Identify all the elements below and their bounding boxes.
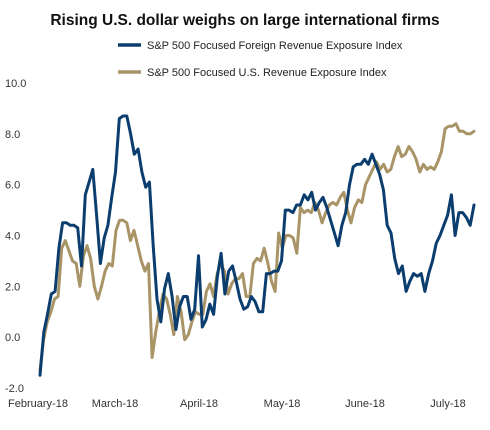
x-tick-label: June-18 (345, 398, 385, 410)
series-line-us (38, 122, 476, 372)
chart-title: Rising U.S. dollar weighs on large inter… (50, 12, 439, 29)
y-tick-label: 0.0 (5, 332, 20, 344)
x-tick-label: July-18 (430, 398, 465, 410)
legend: S&P 500 Focused Foreign Revenue Exposure… (118, 40, 403, 79)
legend-label-foreign: S&P 500 Focused Foreign Revenue Exposure… (147, 40, 403, 52)
y-axis: -2.0 0.0 2.0 4.0 6.0 8.0 10.0 (5, 78, 26, 395)
x-tick-label: February-18 (8, 398, 68, 410)
legend-label-us: S&P 500 Focused U.S. Revenue Exposure In… (147, 67, 387, 79)
y-tick-label: 2.0 (5, 281, 20, 293)
y-tick-label: 6.0 (5, 180, 20, 192)
series-layer (38, 114, 476, 377)
x-tick-label: March-18 (92, 398, 138, 410)
y-tick-label: 4.0 (5, 231, 20, 243)
x-tick-label: April-18 (180, 398, 218, 410)
series-line-foreign (38, 114, 476, 377)
y-tick-label: -2.0 (5, 383, 24, 395)
y-tick-label: 8.0 (5, 129, 20, 141)
y-tick-label: 10.0 (5, 78, 26, 90)
x-tick-label: May-18 (264, 398, 301, 410)
x-axis: February-18 March-18 April-18 May-18 June-18… (8, 398, 466, 410)
